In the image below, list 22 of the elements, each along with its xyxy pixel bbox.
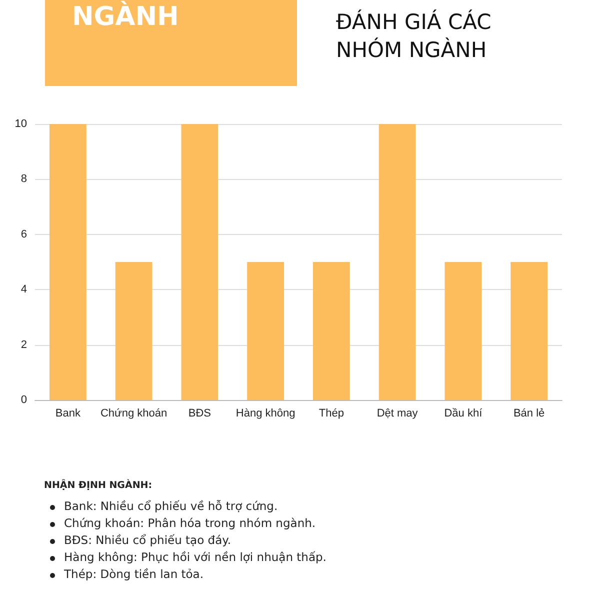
text: NGÀNH: [72, 2, 179, 32]
y-tick-label: 6: [20, 228, 27, 240]
y-tick-label: 4: [20, 284, 27, 296]
chart-title: ĐÁNH GIÁ CÁC NHÓM NGÀNH: [336, 8, 492, 64]
x-tick-label: Thép: [318, 408, 344, 420]
text: Hàng không: Phục hồi với nền lợi nhuận thấp.: [64, 550, 326, 564]
x-tick-label: Dầu khí: [444, 408, 484, 420]
y-tick-label: 2: [20, 338, 27, 351]
text: NHẬN ĐỊNH NGÀNH:: [44, 480, 154, 491]
x-tick-label: Bán lẻ: [513, 408, 545, 420]
x-tick-label: Chứng khoán: [100, 408, 168, 420]
text: BĐS: Nhiều cổ phiếu tạo đáy.: [64, 533, 232, 547]
x-tick-label: BĐS: [188, 408, 211, 420]
text: Bank: Nhiều cổ phiếu về hỗ trợ cứng.: [64, 499, 279, 513]
x-tick-label: Dệt may: [376, 408, 418, 420]
text: Thép: Dòng tiền lan tỏa.: [64, 567, 205, 581]
y-tick-label: 0: [20, 394, 27, 406]
text: Chứng khoán: Phân hóa trong nhóm ngành.: [64, 516, 317, 530]
x-tick-label: Bank: [55, 408, 81, 420]
y-tick-label: 8: [20, 173, 27, 186]
y-tick-label: 10: [14, 118, 27, 130]
x-tick-label: Hàng không: [236, 408, 296, 420]
